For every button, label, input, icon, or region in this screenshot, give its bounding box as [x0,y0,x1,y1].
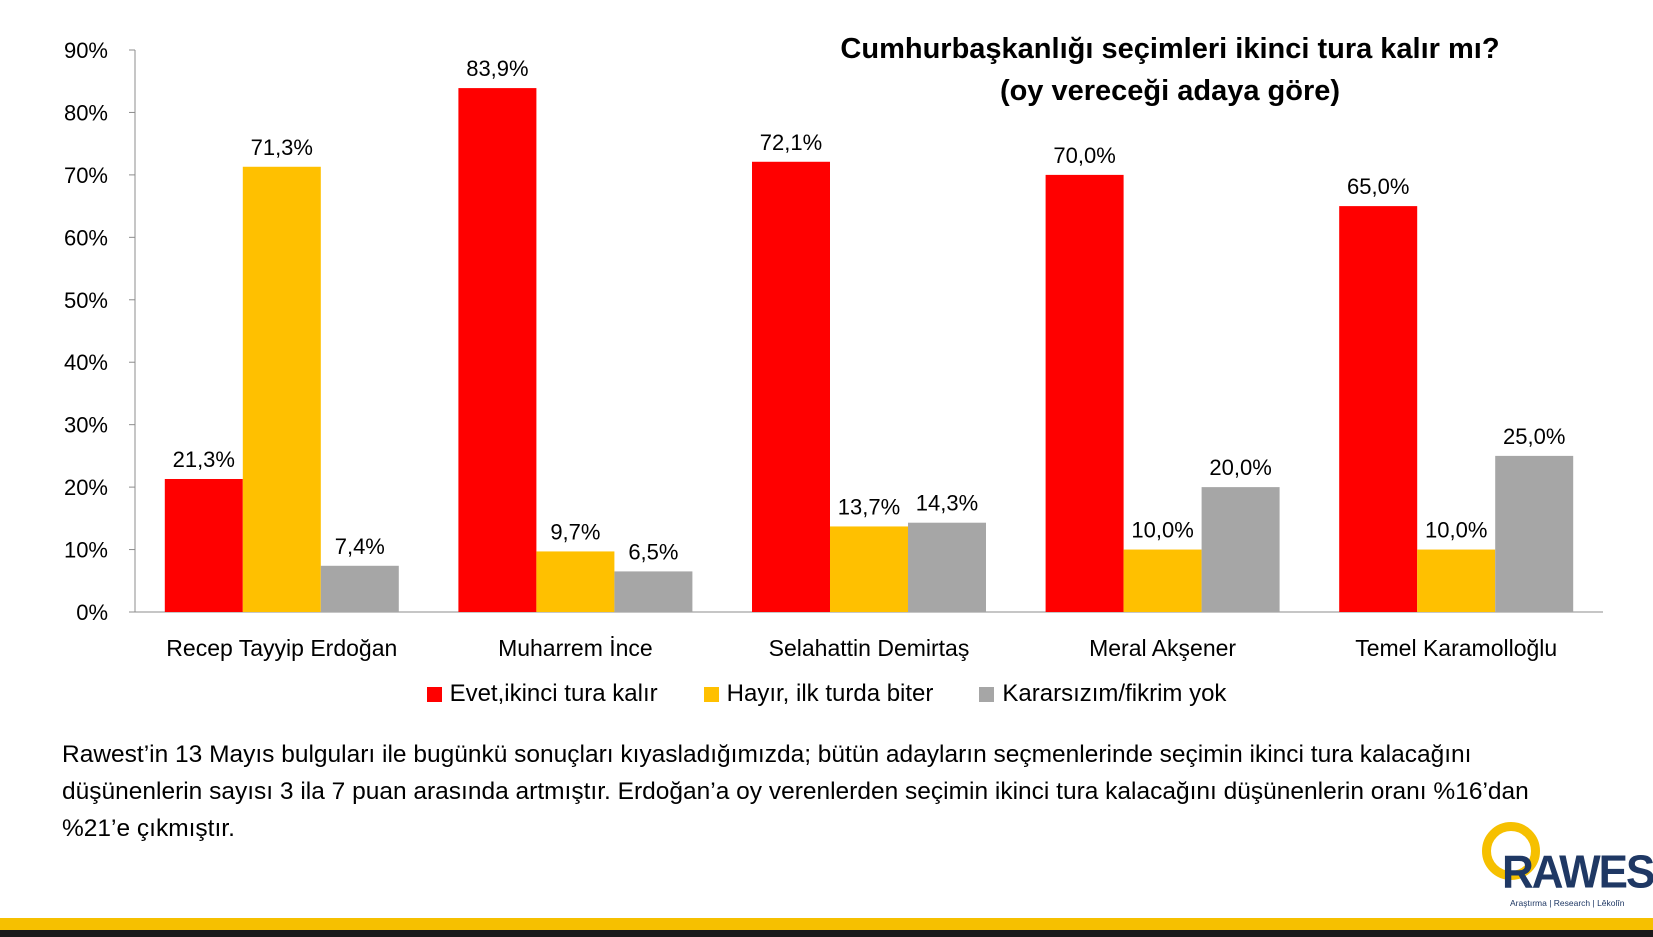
chart-title: Cumhurbaşkanlığı seçimleri ikinci tura k… [760,28,1580,112]
legend-label: Hayır, ilk turda biter [726,680,934,707]
chart-legend: Evet,ikinci tura kalır Hayır, ilk turda … [0,680,1653,708]
x-tick-label: Selahattin Demirtaş [769,635,970,661]
bar [1339,206,1418,612]
chart-title-line2: (oy vereceği adaya göre) [999,75,1341,107]
x-tick-label: Meral Akşener [1089,635,1236,661]
bar [536,551,615,612]
x-tick-label: Muharrem İnce [498,635,653,661]
logo-ring-icon [1482,822,1540,880]
legend-swatch-red [426,686,442,702]
bar [1123,549,1202,612]
bar [752,161,830,612]
data-label: 7,4% [335,534,385,559]
logo-wordmark: RAWEST [1502,846,1653,899]
y-tick-label: 40% [64,350,108,375]
y-tick-label: 90% [64,38,108,63]
data-label: 10,0% [1131,518,1193,543]
data-label: 83,9% [466,56,528,81]
bar [458,88,537,612]
y-tick-label: 80% [64,100,108,125]
logo-tagline: Araştırma | Research | Lêkolîn [1510,898,1625,908]
y-tick-label: 20% [64,475,108,500]
y-tick-label: 0% [76,600,108,625]
legend-swatch-gray [979,686,995,702]
data-label: 20,0% [1209,455,1271,480]
legend-label: Evet,ikinci tura kalır [449,680,658,707]
bar [830,526,908,612]
y-tick-label: 30% [64,413,108,438]
chart-title-line1: Cumhurbaşkanlığı seçimleri ikinci tura k… [840,33,1500,65]
bar [1201,487,1280,612]
data-label: 21,3% [173,447,235,472]
data-label: 6,5% [628,539,678,564]
legend-item-kararsiz: Kararsızım/fikrim yok [979,680,1226,708]
data-label: 14,3% [916,491,978,516]
bar [164,478,243,612]
data-label: 25,0% [1503,424,1565,449]
y-tick-label: 10% [64,538,108,563]
x-tick-label: Recep Tayyip Erdoğan [166,635,397,661]
commentary-text: Rawest’in 13 Mayıs bulguları ile bugünkü… [62,741,1529,842]
legend-item-hayir: Hayır, ilk turda biter [703,680,934,708]
bar [242,166,321,612]
bar [320,565,399,612]
footer-dark-bar [0,930,1653,937]
data-label: 13,7% [838,494,900,519]
legend-item-evet: Evet,ikinci tura kalır [426,680,658,708]
data-label: 70,0% [1053,143,1115,168]
data-label: 10,0% [1425,518,1487,543]
bar [614,571,693,612]
legend-swatch-yellow [703,686,719,702]
y-tick-label: 50% [64,288,108,313]
x-tick-label: Temel Karamolloğlu [1355,635,1557,661]
data-label: 65,0% [1347,174,1409,199]
y-tick-label: 60% [64,225,108,250]
data-label: 71,3% [251,135,313,160]
data-label: 9,7% [550,519,600,544]
bar [1417,549,1496,612]
bar [1045,174,1124,612]
rawest-logo: RAWEST Araştırma | Research | Lêkolîn [1482,822,1653,912]
y-tick-label: 70% [64,163,108,188]
bar [1495,455,1574,612]
data-label: 72,1% [760,130,822,155]
legend-label: Kararsızım/fikrim yok [1002,680,1227,707]
bar [908,522,986,612]
